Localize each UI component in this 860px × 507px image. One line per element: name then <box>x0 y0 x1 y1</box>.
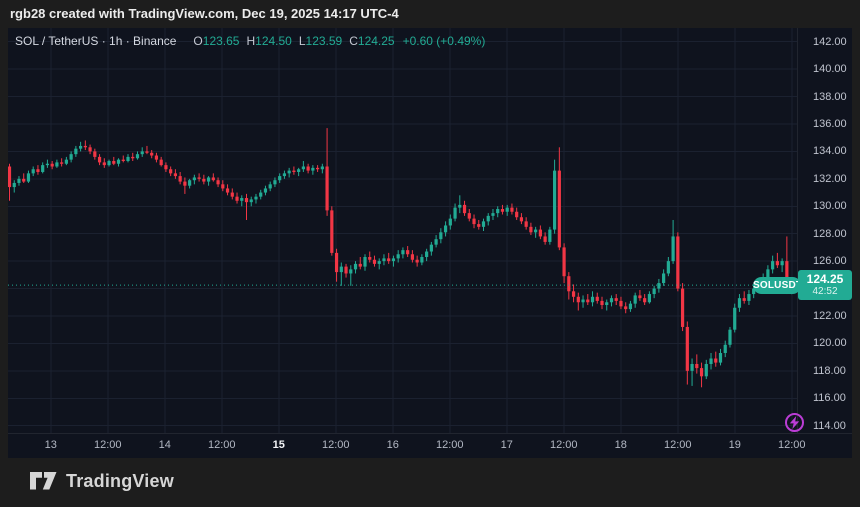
price-axis-label: 140.00 <box>813 63 847 76</box>
realtime-lightning-icon[interactable] <box>785 413 804 432</box>
price-axis-label: 114.00 <box>813 419 846 432</box>
chart-legend[interactable]: SOL / TetherUS · 1h · Binance O123.65 H124… <box>15 34 485 50</box>
time-axis-label: 12:00 <box>777 439 806 451</box>
close-value: 124.25 <box>357 34 395 48</box>
open-label: O <box>193 34 203 48</box>
low-value: 123.59 <box>305 34 343 48</box>
price-axis-label: 134.00 <box>813 145 847 158</box>
chart-panel: SOL / TetherUS · 1h · Binance O123.65 H124… <box>8 28 852 458</box>
time-axis-label: 12:00 <box>663 439 692 451</box>
time-axis-label: 12:00 <box>321 439 350 451</box>
time-axis[interactable]: 13 12:00 14 12:00 15 12:00 16 12:00 17 12:00 18 12:… <box>8 433 852 458</box>
time-axis-label: 17 <box>500 439 513 451</box>
price-axis-label: 130.00 <box>813 200 847 213</box>
time-axis-label: 12:00 <box>93 439 122 451</box>
last-price-axis-label: 124.25 42:52 <box>798 270 852 300</box>
tradingview-logo-icon <box>30 471 57 491</box>
price-axis-label: 116.00 <box>813 392 846 405</box>
time-axis-label: 15 <box>272 439 285 451</box>
grid-layer <box>8 28 797 433</box>
price-axis[interactable]: 142.00 140.00 138.00 136.00 134.00 132.00 130.… <box>797 28 852 433</box>
time-axis-label: 16 <box>386 439 399 451</box>
candles-layer <box>8 128 794 388</box>
time-axis-label: 12:00 <box>435 439 464 451</box>
time-axis-label: 12:00 <box>207 439 236 451</box>
change-value: +0.60 (+0.49%) <box>402 34 486 48</box>
price-axis-label: 120.00 <box>813 337 847 350</box>
attribution-text: rgb28 created with TradingView.com, Dec … <box>10 6 399 21</box>
price-axis-label: 122.00 <box>813 309 847 322</box>
price-axis-label: 138.00 <box>813 90 847 103</box>
price-axis-label: 126.00 <box>813 255 847 268</box>
time-axis-label: 12:00 <box>549 439 578 451</box>
lightning-bolt-glyph <box>789 416 800 429</box>
price-axis-label: 142.00 <box>813 35 847 48</box>
bar-countdown: 42:52 <box>812 286 838 297</box>
tradingview-logo-text: TradingView <box>66 470 174 491</box>
tradingview-watermark[interactable]: TradingView <box>30 468 174 494</box>
close-label: C <box>349 34 358 48</box>
high-value: 124.50 <box>255 34 292 48</box>
open-value: 123.65 <box>202 34 240 48</box>
time-axis-label: 19 <box>728 439 741 451</box>
symbol-title: SOL / TetherUS · 1h · Binance <box>15 34 177 48</box>
time-axis-label: 18 <box>614 439 627 451</box>
time-axis-label: 13 <box>44 439 57 451</box>
chart-plot-area[interactable] <box>8 28 797 433</box>
symbol-price-badge: SOLUSDT <box>753 277 802 294</box>
last-price-value: 124.25 <box>806 272 844 286</box>
price-axis-label: 128.00 <box>813 227 847 240</box>
price-axis-label: 136.00 <box>813 117 847 130</box>
time-axis-label: 14 <box>158 439 171 451</box>
low-label: L <box>298 34 306 48</box>
high-label: H <box>246 34 256 48</box>
price-axis-label: 132.00 <box>813 172 847 185</box>
price-axis-label: 118.00 <box>813 364 846 377</box>
